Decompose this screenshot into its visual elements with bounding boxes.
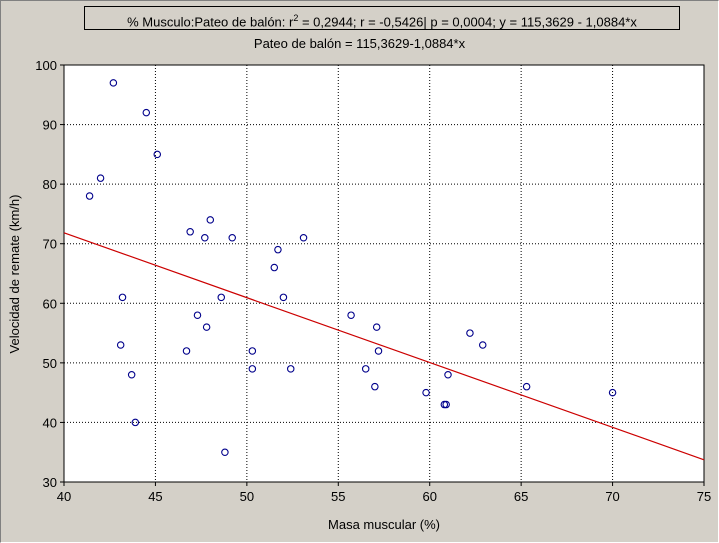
x-tick-label: 70 [605,489,619,504]
data-point [118,293,127,302]
data-point [422,388,430,397]
y-tick-label: 70 [43,237,57,252]
data-point [279,293,288,302]
data-point [153,150,162,159]
data-point [274,245,282,254]
y-tick-label: 100 [35,58,57,73]
data-point [116,341,125,349]
regression-line [63,232,705,461]
x-tick-label: 40 [57,489,71,504]
data-point [142,108,151,117]
grid-lines [64,65,704,482]
data-point [228,234,236,242]
y-axis-label: Velocidad de remate (km/h) [7,195,22,354]
x-tick-label: 50 [240,489,254,504]
regression-line-group [63,232,705,461]
data-point [361,365,370,373]
data-point [478,341,487,349]
data-point [202,323,211,331]
data-points [85,79,617,456]
y-tick-label: 90 [43,118,57,133]
data-point [201,234,209,242]
data-point [442,400,450,409]
title-superscript: 2 [293,13,299,23]
data-point [371,382,379,391]
data-point [186,228,194,236]
data-point [206,216,215,224]
y-tick-label: 50 [43,356,57,371]
y-tick-label: 30 [43,475,57,490]
data-point [286,365,295,373]
y-tick-label: 80 [43,177,57,192]
data-point [193,311,202,319]
title-suffix: = 0,2944; r = -0,5426| p = 0,0004; y = 1… [298,14,637,30]
data-point [372,323,381,331]
data-point [522,382,531,391]
title-prefix: % Musculo:Pateo de balón: r [127,14,294,30]
data-point [109,79,118,87]
x-tick-label: 60 [422,489,436,504]
data-point [347,311,355,319]
data-point [374,347,383,355]
y-tick-label: 60 [43,296,57,311]
x-tick-label: 45 [148,489,162,504]
data-point [270,263,279,272]
x-tick-label: 55 [331,489,345,504]
data-point [248,365,257,373]
data-point [127,371,136,379]
data-point [299,234,308,242]
x-axis-label: Masa muscular (%) [328,517,440,532]
data-point [466,329,474,337]
data-point [444,371,452,379]
data-point [85,192,94,200]
data-point [221,448,229,456]
data-point [182,347,191,355]
chart-title: % Musculo:Pateo de balón: r2 = 0,2944; r… [84,6,680,30]
chart-subtitle: Pateo de balón = 115,3629-1,0884*x [253,36,466,51]
data-point [131,418,140,427]
y-tick-label: 40 [43,415,57,430]
data-point [96,174,105,182]
data-point [217,293,226,302]
plot-area [63,64,705,483]
data-point [608,388,617,397]
x-tick-label: 75 [697,489,711,504]
x-tick-label: 65 [514,489,528,504]
data-point [248,347,257,355]
